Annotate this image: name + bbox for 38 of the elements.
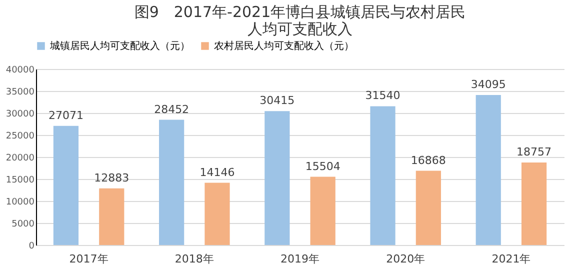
bar xyxy=(204,182,230,245)
bar xyxy=(159,120,184,245)
y-tick-label: 5000 xyxy=(12,220,35,230)
y-tick-label: 20000 xyxy=(6,154,35,164)
data-label: 15504 xyxy=(305,160,340,173)
data-label: 28452 xyxy=(154,102,190,116)
data-label: 18757 xyxy=(516,145,552,158)
data-label: 14146 xyxy=(200,166,235,179)
data-label: 27071 xyxy=(48,108,84,122)
bar xyxy=(310,176,336,245)
y-tick-label: 25000 xyxy=(6,132,35,142)
bar xyxy=(521,162,547,245)
y-tick-label: 10000 xyxy=(6,198,35,208)
y-tick-label: 35000 xyxy=(6,88,35,98)
bar xyxy=(264,111,290,245)
bar xyxy=(476,94,501,245)
data-label: 12883 xyxy=(94,171,130,184)
x-tick-label: 2021年 xyxy=(492,252,531,266)
data-label: 16868 xyxy=(410,154,446,167)
data-label: 31540 xyxy=(365,89,400,102)
bar xyxy=(53,126,79,245)
bar xyxy=(416,170,441,245)
y-tick-label: 15000 xyxy=(6,176,35,186)
legend-label: 城镇居民人均可支配收入（元） xyxy=(49,40,190,52)
bar xyxy=(370,106,396,245)
legend-label: 农村居民人均可支配收入（元） xyxy=(214,40,354,52)
x-tick-label: 2017年 xyxy=(69,252,108,266)
x-tick-label: 2019年 xyxy=(280,252,320,266)
y-tick-label: 40000 xyxy=(6,66,35,76)
y-tick-label: 30000 xyxy=(6,110,35,120)
text: 人均可支配收入 xyxy=(248,20,352,38)
x-tick-label: 2018年 xyxy=(174,252,214,266)
data-label: 34095 xyxy=(470,78,506,91)
text: 图9 2017年-2021年博白县城镇居民与农村居民 xyxy=(134,3,466,21)
bar xyxy=(99,188,124,245)
x-tick-label: 2020年 xyxy=(386,252,426,266)
data-label: 30415 xyxy=(260,94,295,108)
y-tick-label: 0 xyxy=(28,242,35,252)
